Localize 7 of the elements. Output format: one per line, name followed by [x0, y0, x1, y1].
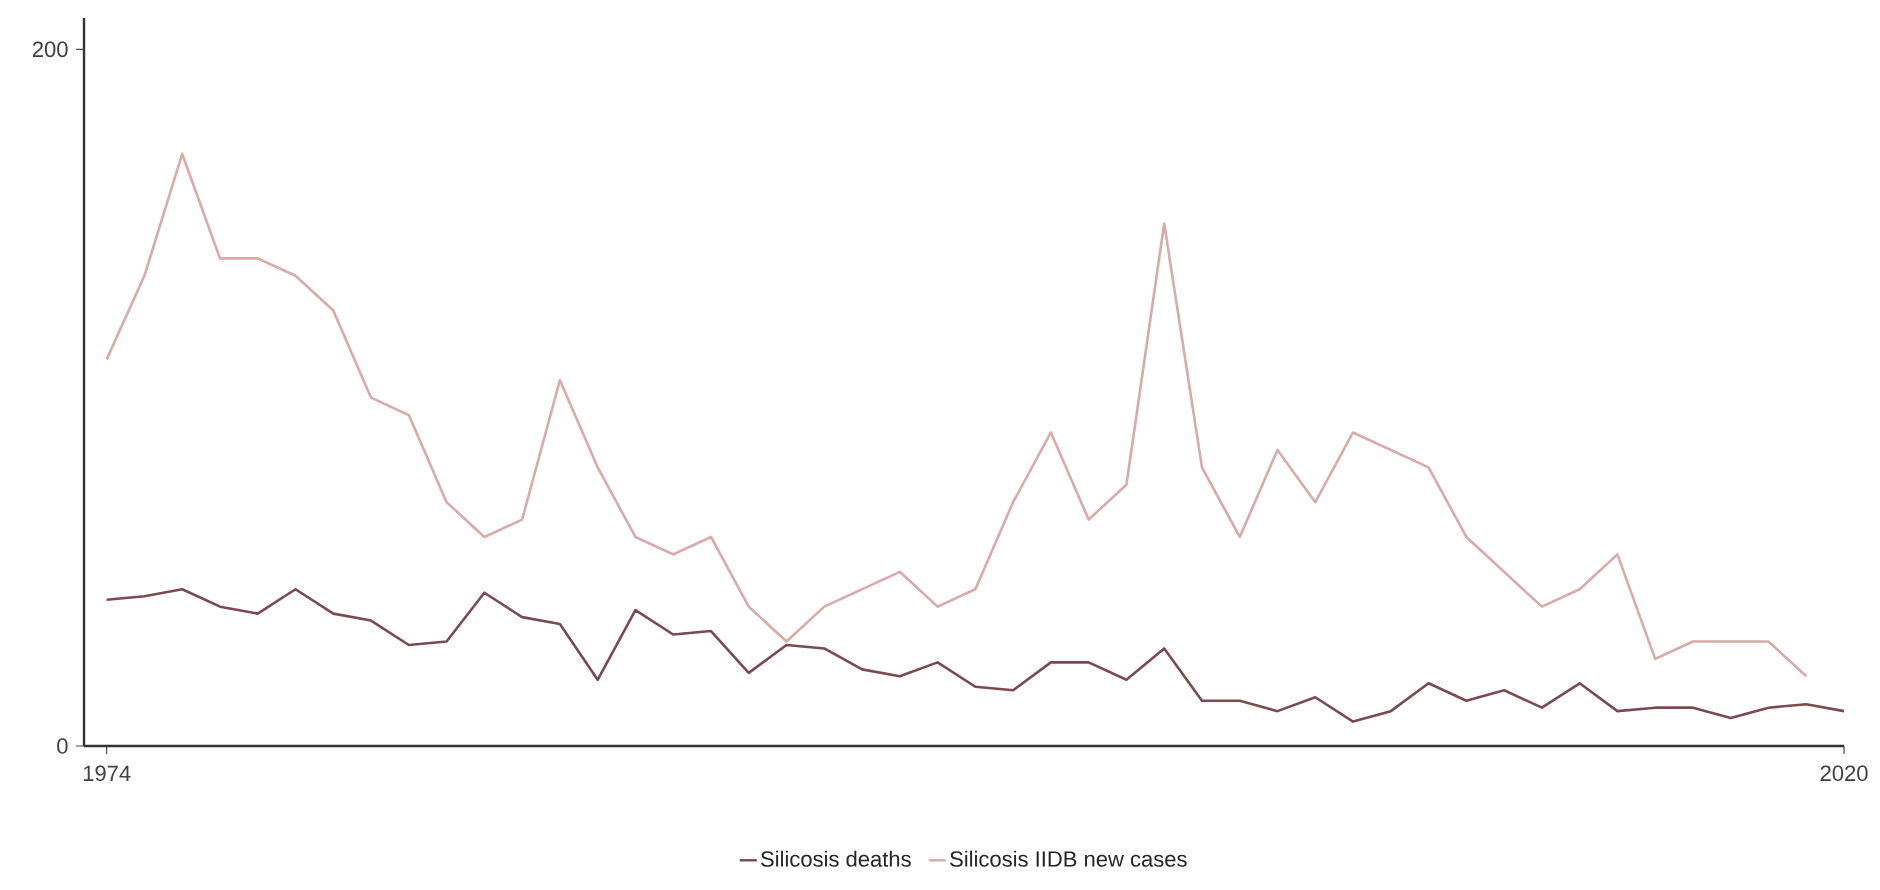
y-tick-label: 200 [32, 41, 68, 58]
x-tick-label: 1974 [83, 765, 131, 782]
line-series [105, 587, 1845, 723]
x-tick-label: 2020 [1820, 765, 1868, 782]
y-tick-label: 0 [57, 738, 68, 754]
legend-label: Silicosis deaths [761, 850, 911, 867]
legend-label: Silicosis IIDB new cases [950, 850, 1187, 867]
